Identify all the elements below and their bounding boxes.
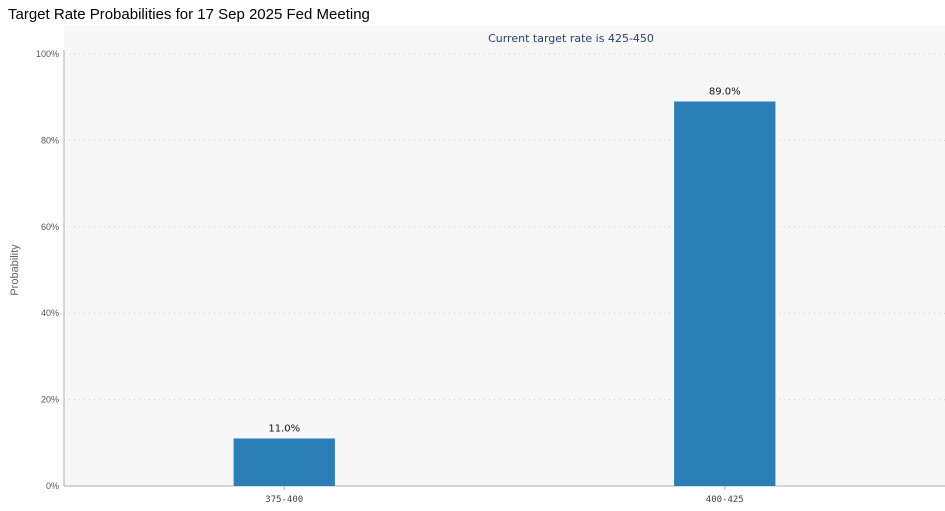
- x-tick-label: 400-425: [706, 495, 744, 505]
- bar: [674, 101, 776, 487]
- y-tick-label: 20%: [41, 395, 59, 405]
- y-axis-label: Probability: [9, 244, 21, 296]
- y-tick-label: 60%: [41, 222, 59, 232]
- y-tick-label: 100%: [36, 49, 59, 59]
- chart-subtitle: Current target rate is 425-450: [488, 32, 654, 45]
- bar: [233, 438, 335, 486]
- x-tick-label: 375-400: [265, 495, 303, 505]
- data-label: 11.0%: [268, 423, 300, 434]
- chart-title: Target Rate Probabilities for 17 Sep 202…: [8, 6, 370, 23]
- data-label: 89.0%: [709, 87, 741, 98]
- y-tick-label: 80%: [41, 135, 59, 145]
- y-tick-label: 40%: [41, 308, 59, 318]
- plot-background: [64, 26, 945, 486]
- y-tick-label: 0%: [46, 481, 59, 491]
